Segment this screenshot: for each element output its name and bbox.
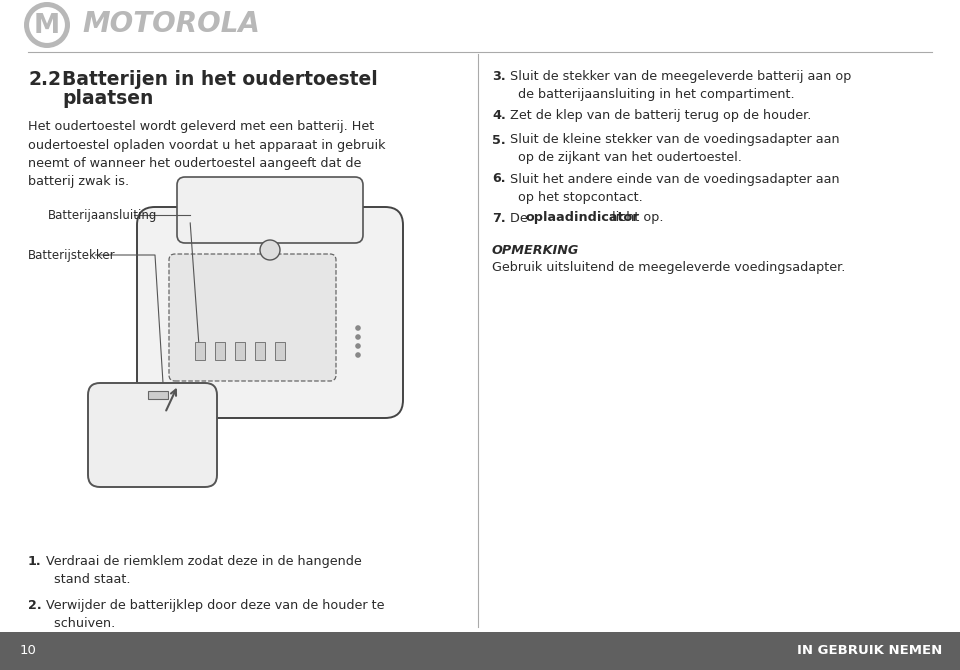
Text: MOTOROLA: MOTOROLA bbox=[82, 10, 260, 38]
Bar bbox=[255, 342, 265, 360]
Text: Sluit de kleine stekker van de voedingsadapter aan
   op de zijkant van het oude: Sluit de kleine stekker van de voedingsa… bbox=[506, 133, 840, 165]
Text: 7.: 7. bbox=[492, 212, 506, 224]
Bar bbox=[195, 342, 205, 360]
Circle shape bbox=[29, 7, 65, 43]
Text: 4.: 4. bbox=[492, 109, 506, 122]
Text: 3.: 3. bbox=[492, 70, 506, 83]
FancyBboxPatch shape bbox=[177, 177, 363, 243]
Text: oplaadindicator: oplaadindicator bbox=[526, 212, 639, 224]
Circle shape bbox=[355, 334, 361, 340]
Text: 2.2: 2.2 bbox=[28, 70, 61, 89]
FancyBboxPatch shape bbox=[137, 207, 403, 418]
Text: Batterijen in het oudertoestel: Batterijen in het oudertoestel bbox=[62, 70, 377, 89]
Bar bbox=[275, 342, 285, 360]
Text: IN GEBRUIK NEMEN: IN GEBRUIK NEMEN bbox=[797, 645, 942, 657]
Text: Batterijaansluiting: Batterijaansluiting bbox=[48, 208, 157, 222]
FancyBboxPatch shape bbox=[169, 254, 336, 381]
Text: Gebruik uitsluitend de meegeleverde voedingsadapter.: Gebruik uitsluitend de meegeleverde voed… bbox=[492, 261, 846, 273]
Circle shape bbox=[355, 343, 361, 349]
Text: Het oudertoestel wordt geleverd met een batterij. Het
oudertoestel opladen voord: Het oudertoestel wordt geleverd met een … bbox=[28, 120, 386, 188]
Text: 6.: 6. bbox=[492, 172, 506, 186]
Text: 10: 10 bbox=[20, 645, 36, 657]
Text: 5.: 5. bbox=[492, 133, 506, 147]
Text: Sluit het andere einde van de voedingsadapter aan
   op het stopcontact.: Sluit het andere einde van de voedingsad… bbox=[506, 172, 840, 204]
Bar bbox=[235, 342, 245, 360]
Bar bbox=[0, 632, 960, 670]
Text: 1.: 1. bbox=[28, 555, 41, 568]
Text: Sluit de stekker van de meegeleverde batterij aan op
   de batterijaansluiting i: Sluit de stekker van de meegeleverde bat… bbox=[506, 70, 852, 101]
Text: Verwijder de batterijklep door deze van de houder te
   schuiven.: Verwijder de batterijklep door deze van … bbox=[42, 599, 385, 630]
FancyBboxPatch shape bbox=[88, 383, 217, 487]
Text: M: M bbox=[34, 13, 60, 39]
Text: Batterijstekker: Batterijstekker bbox=[28, 249, 115, 261]
Text: licht op.: licht op. bbox=[608, 212, 663, 224]
Text: OPMERKING: OPMERKING bbox=[492, 243, 580, 257]
Text: De: De bbox=[506, 212, 532, 224]
Text: 2.: 2. bbox=[28, 599, 41, 612]
Circle shape bbox=[355, 352, 361, 358]
Circle shape bbox=[355, 325, 361, 331]
Bar bbox=[215, 342, 225, 360]
Text: plaatsen: plaatsen bbox=[62, 89, 154, 108]
Circle shape bbox=[24, 2, 70, 48]
Text: Zet de klep van de batterij terug op de houder.: Zet de klep van de batterij terug op de … bbox=[506, 109, 811, 122]
Text: Verdraai de riemklem zodat deze in de hangende
   stand staat.: Verdraai de riemklem zodat deze in de ha… bbox=[42, 555, 362, 586]
Circle shape bbox=[260, 240, 280, 260]
Bar bbox=[148, 391, 168, 399]
